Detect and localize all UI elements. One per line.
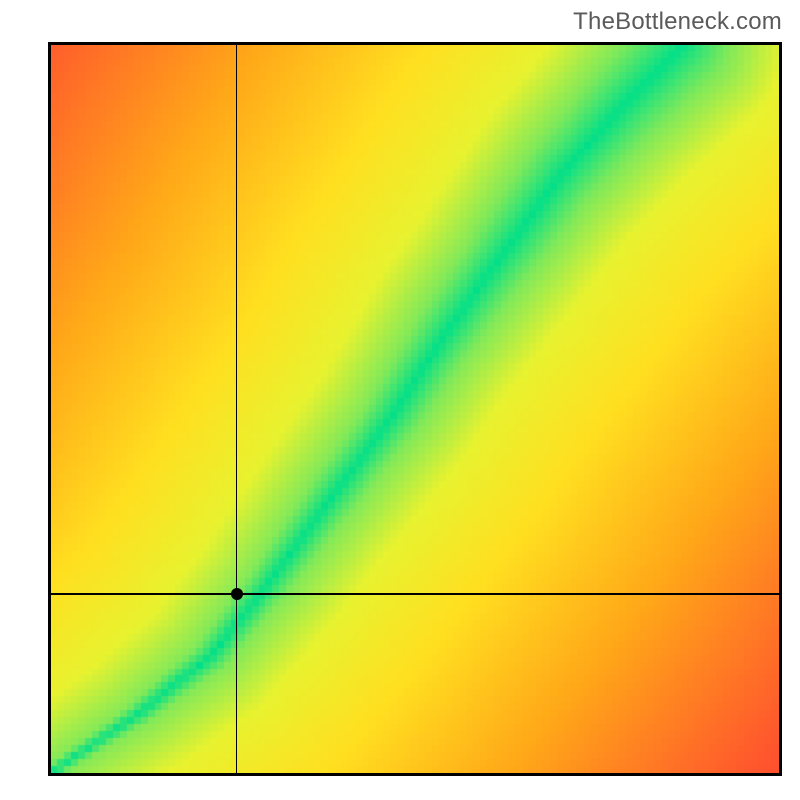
crosshair-horizontal: [51, 593, 779, 595]
crosshair-vertical: [236, 45, 238, 773]
heatmap-canvas-wrap: [51, 45, 779, 773]
plot-frame: [48, 42, 782, 776]
watermark: TheBottleneck.com: [573, 8, 782, 36]
heatmap-canvas: [51, 45, 779, 773]
marker-dot: [231, 588, 243, 600]
